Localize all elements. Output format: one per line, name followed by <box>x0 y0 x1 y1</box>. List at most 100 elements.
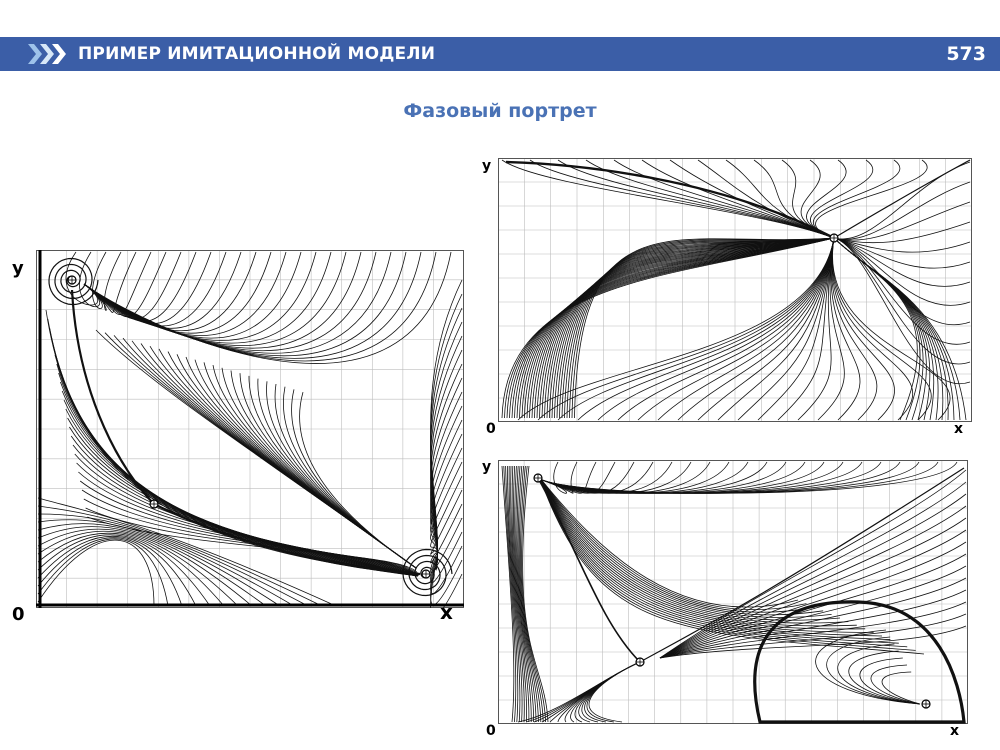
trajectory <box>677 237 835 421</box>
trajectory <box>539 477 866 630</box>
trajectory <box>870 664 921 705</box>
trajectory <box>509 237 835 419</box>
trajectory <box>511 237 835 419</box>
spiral-trajectory <box>402 548 453 597</box>
trajectory <box>539 477 807 611</box>
trajectory <box>833 237 971 269</box>
trajectory <box>546 237 835 419</box>
trajectory <box>257 378 417 569</box>
trajectory <box>83 251 332 344</box>
x-axis-label-bottom-right: x <box>950 723 960 739</box>
trajectory <box>501 159 835 239</box>
separatrix <box>153 503 421 576</box>
trajectory <box>539 477 799 608</box>
trajectory <box>37 530 239 607</box>
trajectory <box>833 237 971 287</box>
trajectory <box>737 237 835 421</box>
trajectory <box>833 237 921 421</box>
trajectory <box>570 661 641 723</box>
trajectory <box>79 251 101 308</box>
separatrix <box>537 477 641 663</box>
page-number: 573 <box>946 43 986 65</box>
trajectory <box>501 465 515 723</box>
trajectory <box>564 237 835 419</box>
trajectory <box>797 237 835 421</box>
trajectory <box>83 251 392 354</box>
trajectory <box>507 465 521 723</box>
trajectory <box>659 577 967 659</box>
trajectory <box>529 237 835 419</box>
trajectory <box>167 351 417 569</box>
trajectory <box>833 161 971 240</box>
trajectory <box>539 477 857 627</box>
y-axis-label-bottom-right: y <box>482 459 492 475</box>
separatrix <box>70 289 155 505</box>
trajectory <box>37 528 253 607</box>
limit-cycle <box>753 600 966 724</box>
trajectory <box>659 541 967 659</box>
trajectory <box>506 237 835 419</box>
trajectory <box>537 237 835 421</box>
trajectory <box>848 650 921 705</box>
trajectory <box>830 237 861 421</box>
trajectory <box>554 237 835 419</box>
trajectory <box>505 465 519 723</box>
trajectory <box>37 537 183 607</box>
trajectory <box>510 465 525 723</box>
trajectory <box>529 159 835 239</box>
trajectory <box>725 159 835 239</box>
trajectory <box>291 389 417 569</box>
trajectory <box>659 505 967 659</box>
trajectory <box>83 251 242 329</box>
trajectory <box>501 237 835 419</box>
trajectory <box>831 237 914 421</box>
trajectory <box>833 237 961 421</box>
trajectory <box>833 159 971 239</box>
trajectory <box>518 465 542 723</box>
trajectory <box>659 601 967 659</box>
trajectory <box>659 529 967 659</box>
trajectory <box>539 477 832 618</box>
trajectory <box>659 589 967 659</box>
trajectory <box>571 237 835 419</box>
trajectory <box>549 237 835 419</box>
trajectory <box>539 477 883 637</box>
trajectory <box>521 465 546 723</box>
trajectory <box>83 251 122 311</box>
trajectory <box>833 237 971 306</box>
trajectory <box>83 251 407 356</box>
trajectory <box>697 237 835 421</box>
trajectory <box>516 465 537 723</box>
trajectory <box>837 643 921 705</box>
trajectory <box>37 534 211 607</box>
trajectory <box>37 523 281 607</box>
trajectory <box>83 251 347 347</box>
trajectory <box>248 375 417 569</box>
trajectory <box>815 629 921 705</box>
trajectory <box>659 565 967 659</box>
trajectory <box>539 477 849 624</box>
phase-portrait-bottom-right <box>498 460 968 724</box>
trajectory <box>519 237 835 419</box>
trajectory <box>70 435 419 577</box>
y-axis-label-top-right: y <box>482 158 492 174</box>
trajectory <box>539 477 891 640</box>
trajectory <box>58 372 419 577</box>
trajectory <box>83 251 362 349</box>
trajectory <box>833 237 971 253</box>
trajectory <box>541 237 835 419</box>
origin-label-left: 0 <box>12 604 25 625</box>
trajectory <box>140 343 417 569</box>
trajectory <box>520 465 544 723</box>
trajectory <box>574 237 835 419</box>
header-bar: ПРИМЕР ИМИТАЦИОННОЙ МОДЕЛИ 573 <box>0 37 1000 71</box>
trajectory <box>833 201 971 241</box>
chevron-arrows-icon <box>28 44 66 64</box>
slide-header-title: ПРИМЕР ИМИТАЦИОННОЙ МОДЕЛИ <box>78 44 436 64</box>
trajectory <box>557 237 835 421</box>
trajectory <box>515 465 535 723</box>
trajectory <box>641 159 835 239</box>
trajectory <box>637 237 835 421</box>
trajectory <box>37 532 225 607</box>
trajectory <box>659 613 967 659</box>
